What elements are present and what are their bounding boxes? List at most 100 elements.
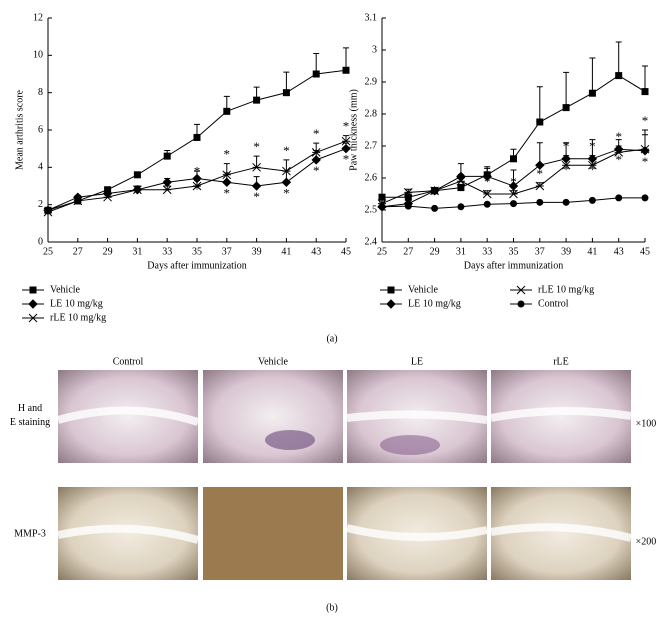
marker	[535, 181, 545, 191]
x-tick-label: 43	[614, 246, 624, 257]
marker	[253, 96, 261, 104]
y-tick-label: 2	[38, 199, 43, 210]
marker	[561, 160, 571, 170]
marker	[536, 198, 544, 206]
x-tick-label: 37	[535, 246, 545, 257]
marker	[508, 181, 519, 191]
y-axis-label: Mean arthritis score	[14, 89, 25, 170]
column-label: rLE	[553, 356, 569, 367]
y-tick-label: 0	[38, 236, 43, 247]
marker	[615, 194, 623, 202]
x-tick-label: 29	[103, 246, 113, 257]
legend-label: Control	[538, 298, 569, 309]
legend-label: LE 10 mg/kg	[408, 298, 461, 309]
marker	[281, 177, 292, 187]
error-bar	[223, 163, 230, 175]
marker	[311, 155, 321, 165]
x-tick-label: 35	[509, 246, 519, 257]
significance: *	[194, 182, 201, 197]
marker	[457, 203, 465, 211]
error-bar	[642, 129, 648, 150]
significance: *	[484, 174, 491, 189]
x-tick-label: 39	[252, 246, 262, 257]
legend-label: rLE 10 mg/kg	[50, 312, 106, 323]
marker	[386, 299, 396, 309]
image	[203, 487, 343, 580]
significance: *	[343, 152, 350, 167]
marker	[251, 181, 262, 191]
marker	[588, 89, 596, 97]
y-axis-label: Paw thickness (mm)	[348, 89, 359, 171]
panel-label: (b)	[326, 602, 338, 613]
marker	[73, 196, 83, 206]
y-tick-label: 2.9	[365, 76, 378, 87]
marker	[641, 194, 649, 202]
y-tick-label: 6	[38, 124, 43, 135]
marker	[378, 193, 386, 201]
x-tick-label: 25	[377, 246, 387, 257]
marker	[162, 177, 172, 187]
y-tick-label: 12	[33, 12, 43, 23]
y-tick-label: 4	[38, 162, 43, 173]
marker	[311, 148, 321, 157]
y-tick-label: 2.7	[365, 140, 378, 151]
marker	[252, 162, 261, 172]
marker	[510, 200, 517, 208]
marker	[342, 66, 350, 74]
significance: *	[537, 166, 544, 181]
marker	[193, 133, 201, 141]
x-tick-label: 45	[341, 246, 351, 257]
y-tick-label: 3	[372, 44, 377, 55]
magnification: ×100	[636, 418, 657, 429]
significance: *	[224, 185, 231, 200]
marker	[457, 184, 465, 192]
significance: *	[343, 119, 350, 134]
marker	[614, 148, 624, 157]
significance: *	[589, 162, 596, 177]
y-tick-label: 2.8	[365, 108, 378, 119]
marker	[403, 188, 413, 197]
x-tick-label: 31	[132, 246, 142, 257]
y-tick-label: 2.4	[365, 236, 378, 247]
marker	[482, 171, 492, 182]
marker	[103, 192, 112, 202]
legend-label: Vehicle	[408, 284, 439, 295]
row-label: H and E staining	[10, 403, 50, 428]
x-tick-label: 41	[587, 246, 597, 257]
marker	[516, 285, 526, 295]
marker	[282, 89, 290, 97]
error-bar	[615, 145, 622, 153]
marker	[222, 170, 232, 180]
x-tick-label: 29	[430, 246, 440, 257]
x-tick-label: 33	[482, 246, 492, 257]
marker	[223, 107, 231, 115]
legend-label: LE 10 mg/kg	[50, 298, 103, 309]
significance: *	[283, 185, 290, 200]
error-bar	[615, 41, 622, 76]
error-bar	[313, 142, 320, 153]
significance: *	[253, 139, 260, 154]
marker	[615, 72, 623, 80]
marker	[162, 185, 172, 195]
marker	[456, 176, 466, 186]
significance: *	[563, 139, 570, 154]
marker	[133, 171, 141, 179]
significance: *	[642, 154, 649, 169]
significance: *	[615, 129, 622, 144]
marker	[588, 160, 597, 170]
column-label: LE	[411, 356, 423, 367]
x-tick-label: 27	[403, 246, 413, 257]
significance: *	[283, 143, 290, 158]
x-tick-label: 43	[311, 246, 321, 257]
x-tick-label: 45	[640, 246, 650, 257]
marker	[192, 181, 202, 191]
x-tick-label: 41	[281, 246, 291, 257]
error-bar	[343, 47, 349, 71]
significance: *	[510, 174, 517, 189]
y-tick-label: 10	[33, 50, 43, 61]
marker	[312, 70, 320, 78]
x-tick-label: 39	[561, 246, 571, 257]
column-label: Vehicle	[258, 356, 289, 367]
error-bar	[589, 57, 596, 94]
